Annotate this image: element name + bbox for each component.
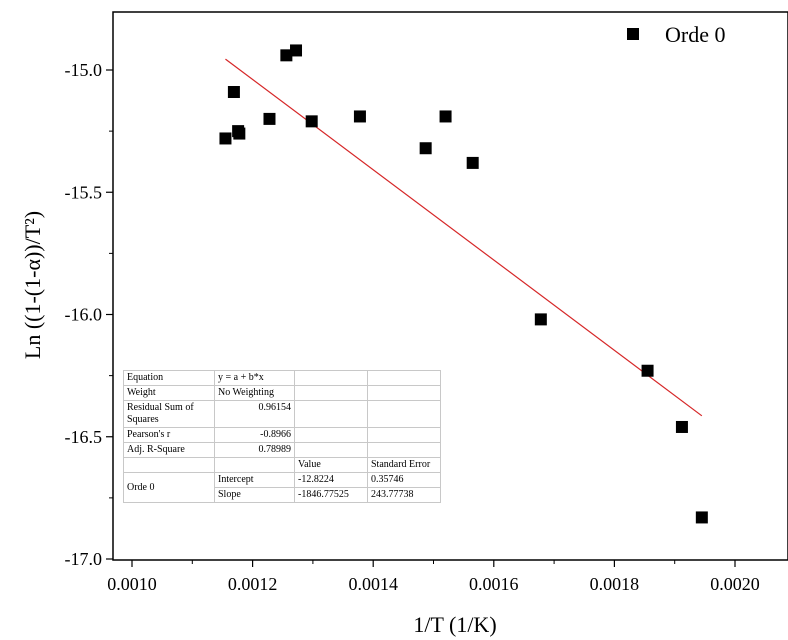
data-point [534,313,547,326]
legend-marker [627,28,639,40]
legend-label: Orde 0 [665,22,725,47]
data-point [439,110,452,123]
rss-value: 0.96154 [214,400,295,428]
pearson-value: -0.8966 [214,427,295,443]
y-axis: -15.0 -15.5 -16.0 -16.5 -17.0 [65,60,113,569]
adjr2-value: 0.78989 [214,442,295,458]
data-point [290,44,303,57]
data-point [466,156,479,169]
intercept-value: -12.8224 [294,472,368,488]
data-point [695,511,708,524]
data-point [419,142,432,155]
adjr2-label: Adj. R-Square [123,442,215,458]
table-row: Orde 0 Intercept -12.8224 0.35746 [123,472,441,503]
x-tick-label: 0.0016 [469,574,519,594]
table-row: Value Standard Error [123,457,441,473]
pearson-label: Pearson's r [123,427,215,443]
legend: Orde 0 [627,22,725,47]
value-header: Value [294,457,368,473]
data-point [675,420,688,433]
table-row: Equation y = a + b*x [123,370,441,386]
table-row: Slope -1846.77525 243.77738 [124,487,441,503]
intercept-label: Intercept [214,472,295,488]
table-row: Pearson's r -0.8966 [123,427,441,443]
x-tick-label: 0.0014 [348,574,398,594]
regression-stats-table: Equation y = a + b*x Weight No Weighting… [123,370,441,503]
slope-label: Slope [214,487,295,503]
data-point [233,127,246,140]
y-axis-title: Ln ((1-(1-α))/T²) [20,211,45,359]
weight-label: Weight [123,385,215,401]
rss-label: Residual Sum of Squares [123,400,215,428]
y-tick-label: -17.0 [65,549,103,569]
x-tick-label: 0.0020 [710,574,760,594]
table-row: Adj. R-Square 0.78989 [123,442,441,458]
intercept-error: 0.35746 [367,472,441,488]
equation-value: y = a + b*x [214,370,295,386]
slope-error: 243.77738 [367,487,441,503]
x-tick-label: 0.0010 [107,574,157,594]
slope-value: -1846.77525 [294,487,368,503]
fit-line [225,58,703,417]
series-name-cell: Orde 0 [123,472,215,503]
data-point [227,86,240,99]
stderr-header: Standard Error [367,457,441,473]
x-axis: 0.0010 0.0012 0.0014 0.0016 0.0018 0.0020 [107,560,760,594]
y-tick-label: -16.5 [65,427,103,447]
y-tick-label: -15.0 [65,60,103,80]
data-point [263,112,276,125]
data-point [353,110,366,123]
x-tick-label: 0.0012 [228,574,278,594]
fit-line-layer [225,58,703,417]
table-row: Weight No Weighting [123,385,441,401]
x-axis-title: 1/T (1/K) [413,612,496,637]
table-row: Residual Sum of Squares 0.96154 [123,400,441,428]
data-point [641,364,654,377]
data-points [219,44,708,524]
equation-label: Equation [123,370,215,386]
data-point [280,49,293,62]
x-tick-label: 0.0018 [590,574,640,594]
plot-frame [112,11,788,561]
y-tick-label: -15.5 [65,182,103,202]
data-point [219,132,232,145]
weight-value: No Weighting [214,385,295,401]
y-tick-label: -16.0 [65,305,103,325]
data-point [305,115,318,128]
